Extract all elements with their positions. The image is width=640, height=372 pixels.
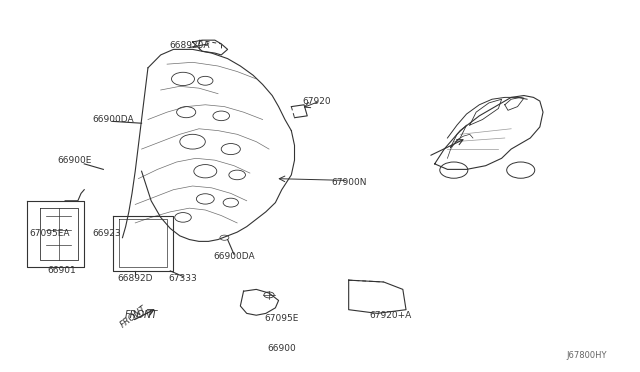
Text: 66923: 66923	[92, 230, 121, 238]
Text: 66900DA: 66900DA	[213, 251, 255, 261]
Text: 67920+A: 67920+A	[369, 311, 412, 320]
Text: 67900N: 67900N	[331, 178, 367, 187]
Text: 66892D: 66892D	[118, 274, 153, 283]
Text: 66900: 66900	[268, 344, 296, 353]
Text: 67920: 67920	[303, 97, 331, 106]
Text: FRONT: FRONT	[125, 310, 158, 320]
Text: 66901: 66901	[47, 266, 76, 275]
Text: 67095E: 67095E	[264, 314, 299, 323]
Text: 66900DA: 66900DA	[92, 115, 134, 124]
Text: 668920A: 668920A	[169, 41, 210, 50]
Text: FRONT: FRONT	[119, 304, 149, 330]
Text: J67800HY: J67800HY	[566, 350, 607, 359]
Text: 66900E: 66900E	[58, 155, 92, 165]
Text: 67095EA: 67095EA	[29, 230, 69, 238]
Text: 67333: 67333	[168, 274, 197, 283]
